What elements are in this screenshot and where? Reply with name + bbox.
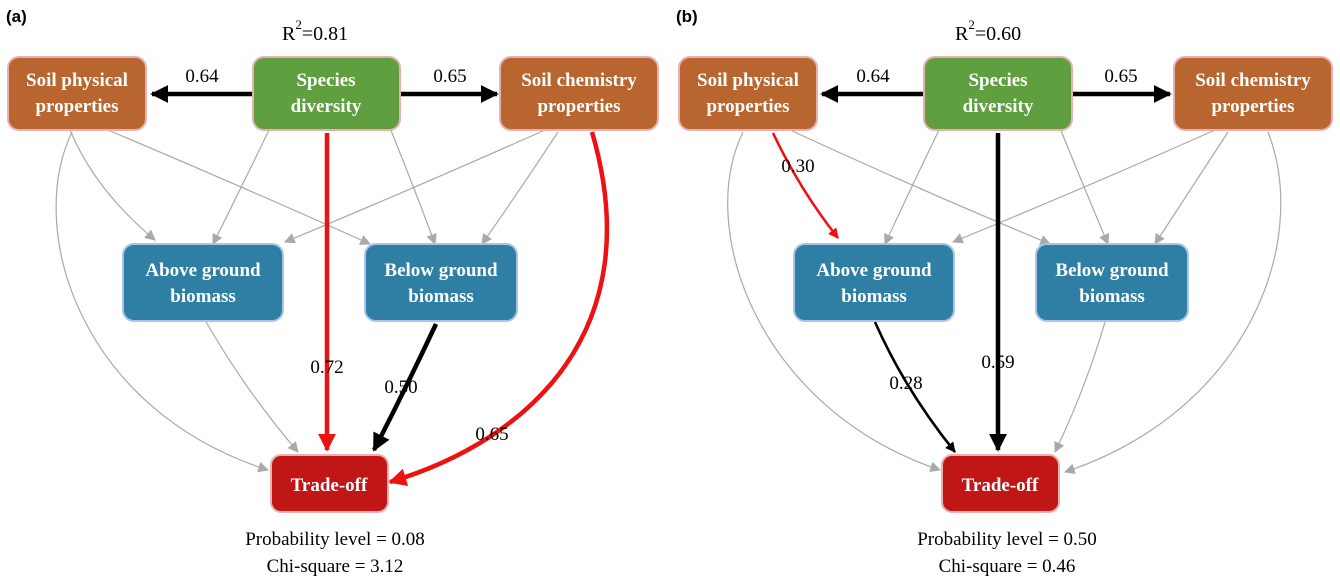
coef-b-species-physical: 0.64 bbox=[856, 66, 890, 87]
node-b-below-ground-biomass: Below ground biomass bbox=[1035, 243, 1189, 322]
panel-a-chi-square: Chi-square = 3.12 bbox=[267, 556, 404, 577]
path-a-physical-to-tradeoff bbox=[55, 131, 270, 473]
node-b-species-diversity: Species diversity bbox=[923, 56, 1073, 131]
panel-a-black-paths bbox=[150, 85, 499, 452]
node-b-above-ground-biomass: Above ground biomass bbox=[793, 243, 955, 322]
panel-b-black-paths bbox=[820, 85, 1172, 452]
svg-text:biomass: biomass bbox=[170, 286, 235, 307]
node-a-species-diversity: Species diversity bbox=[252, 56, 401, 131]
panel-a-red-paths bbox=[318, 131, 610, 486]
path-a-physical-to-above bbox=[69, 129, 156, 241]
coef-b-physical-above: 0.30 bbox=[781, 156, 814, 177]
node-b-soil-physical: Soil physical properties bbox=[678, 56, 818, 131]
path-a-chemistry-to-above bbox=[284, 129, 546, 244]
path-b-physical-to-below bbox=[789, 129, 1051, 246]
coef-a-below-tradeoff: 0.50 bbox=[384, 377, 417, 398]
svg-text:Soil chemistry: Soil chemistry bbox=[1195, 70, 1311, 91]
svg-text:Species: Species bbox=[968, 70, 1027, 91]
coef-b-above-tradeoff: 0.28 bbox=[889, 373, 922, 394]
svg-text:diversity: diversity bbox=[291, 96, 362, 117]
svg-text:Above ground: Above ground bbox=[145, 260, 261, 281]
coef-b-species-chemistry: 0.65 bbox=[1104, 66, 1137, 87]
panel-b-r2: R2=0.60 bbox=[955, 17, 1021, 45]
coef-a-species-chemistry: 0.65 bbox=[433, 66, 466, 87]
coef-b-species-tradeoff: 0.59 bbox=[981, 352, 1014, 373]
path-a-chemistry-to-tradeoff bbox=[388, 131, 610, 486]
panel-a: (a) R2=0.81 Soil phys bbox=[6, 7, 659, 577]
coef-a-species-tradeoff: 0.72 bbox=[310, 357, 343, 378]
node-a-above-ground-biomass: Above ground biomass bbox=[122, 243, 284, 322]
svg-text:Soil physical: Soil physical bbox=[26, 70, 128, 91]
panel-b-label: (b) bbox=[676, 7, 698, 26]
path-a-species-to-above bbox=[212, 127, 271, 245]
path-b-above-to-tradeoff bbox=[873, 321, 957, 453]
svg-text:properties: properties bbox=[706, 96, 789, 117]
svg-text:properties: properties bbox=[35, 96, 118, 117]
svg-text:diversity: diversity bbox=[963, 96, 1034, 117]
panel-a-label: (a) bbox=[6, 7, 27, 26]
path-b-chemistry-to-below bbox=[1154, 131, 1229, 245]
panel-a-probability: Probability level = 0.08 bbox=[245, 529, 425, 550]
svg-text:Trade-off: Trade-off bbox=[962, 475, 1039, 496]
path-b-species-to-above bbox=[884, 127, 941, 245]
coef-a-species-physical: 0.64 bbox=[185, 66, 219, 87]
path-a-physical-to-below bbox=[107, 129, 371, 245]
svg-text:biomass: biomass bbox=[1079, 286, 1144, 307]
svg-text:biomass: biomass bbox=[841, 286, 906, 307]
svg-text:Below ground: Below ground bbox=[384, 260, 498, 281]
svg-text:Trade-off: Trade-off bbox=[291, 475, 368, 496]
path-b-chemistry-to-above bbox=[952, 129, 1216, 244]
svg-text:Above ground: Above ground bbox=[816, 260, 932, 281]
path-b-physical-to-tradeoff bbox=[727, 131, 942, 473]
panel-a-gray-paths bbox=[55, 127, 559, 473]
node-a-soil-physical: Soil physical properties bbox=[7, 56, 147, 131]
node-a-trade-off: Trade-off bbox=[270, 454, 389, 513]
path-a-above-to-tradeoff bbox=[204, 319, 299, 453]
panel-a-r2: R2=0.81 bbox=[282, 17, 348, 45]
svg-text:properties: properties bbox=[1211, 96, 1294, 117]
path-b-species-to-below bbox=[1059, 127, 1110, 245]
panel-b-gray-paths bbox=[727, 127, 1282, 475]
path-a-below-to-tradeoff bbox=[372, 323, 439, 452]
path-b-chemistry-to-tradeoff bbox=[1063, 131, 1282, 475]
svg-text:Soil chemistry: Soil chemistry bbox=[521, 70, 637, 91]
path-a-species-to-below bbox=[389, 127, 437, 246]
coef-a-chemistry-tradeoff: 0.65 bbox=[475, 424, 508, 445]
node-b-soil-chemistry: Soil chemistry properties bbox=[1173, 56, 1333, 131]
svg-text:Species: Species bbox=[296, 70, 355, 91]
panel-b-probability: Probability level = 0.50 bbox=[917, 529, 1097, 550]
path-a-chemistry-to-below bbox=[481, 131, 559, 245]
svg-text:Below ground: Below ground bbox=[1055, 260, 1169, 281]
path-b-below-to-tradeoff bbox=[1054, 321, 1106, 453]
panel-b: (b) R2=0.60 Soil physical pro bbox=[676, 7, 1333, 577]
svg-text:biomass: biomass bbox=[408, 286, 473, 307]
node-b-trade-off: Trade-off bbox=[941, 454, 1060, 513]
node-a-soil-chemistry: Soil chemistry properties bbox=[499, 56, 659, 131]
node-a-below-ground-biomass: Below ground biomass bbox=[364, 243, 518, 322]
path-b-physical-to-above bbox=[771, 132, 840, 239]
panel-b-chi-square: Chi-square = 0.46 bbox=[939, 556, 1076, 577]
svg-text:properties: properties bbox=[537, 96, 620, 117]
svg-text:Soil physical: Soil physical bbox=[697, 70, 799, 91]
